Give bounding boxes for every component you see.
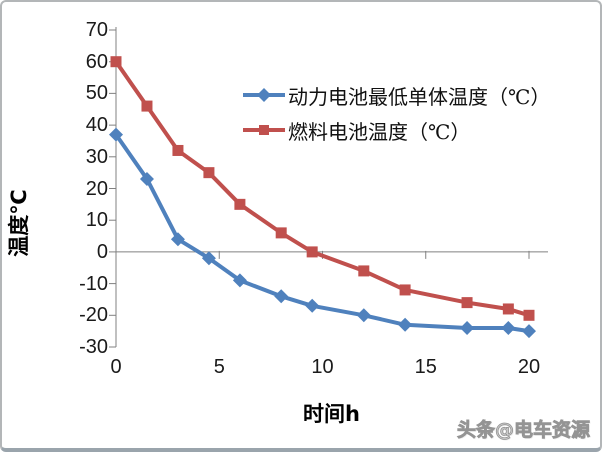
y-tick-label: 60 — [85, 50, 108, 73]
data-point-diamond — [201, 251, 216, 266]
data-point-diamond — [139, 171, 154, 186]
data-point-diamond — [398, 317, 413, 332]
y-tick-label: 30 — [85, 145, 108, 168]
data-point-diamond — [305, 298, 320, 313]
y-tick-label: 20 — [85, 177, 108, 200]
legend-label: 动力电池最低单体温度（℃） — [288, 84, 551, 109]
data-point-diamond — [274, 289, 289, 304]
data-point-square — [358, 265, 370, 277]
data-point-diamond — [109, 127, 123, 142]
data-point-diamond — [232, 273, 247, 288]
legend: 动力电池最低单体温度（℃） 燃料电池温度（℃） — [242, 80, 550, 145]
data-point-square — [306, 246, 318, 258]
data-point-square — [523, 309, 535, 321]
data-point-square — [461, 297, 473, 309]
x-tick-label: 20 — [517, 356, 541, 378]
y-tick-label: 0 — [96, 240, 108, 263]
data-point-square — [203, 167, 215, 179]
watermark-toutiao-dianche-ziyuan: 头条@电车资源 — [456, 419, 591, 442]
legend-line-diamond-icon — [243, 88, 285, 102]
data-point-square — [234, 198, 246, 210]
data-point-square — [275, 227, 287, 239]
y-axis-title: 温度℃ — [7, 189, 31, 257]
y-tick-label: 70 — [85, 19, 108, 41]
legend-line-square-icon — [243, 125, 285, 135]
data-point-diamond — [522, 324, 536, 339]
y-tick-label: 50 — [85, 82, 108, 105]
data-point-diamond — [460, 320, 475, 335]
data-point-square — [172, 144, 184, 156]
y-tick-label: -30 — [79, 336, 108, 358]
y-tick-label: 40 — [85, 114, 108, 137]
data-point-square — [502, 303, 514, 315]
legend-diamond-marker — [257, 88, 271, 102]
data-point-diamond — [170, 232, 185, 247]
y-tick-label: -10 — [79, 272, 108, 295]
y-tick-label: -20 — [79, 304, 108, 327]
legend-label: 燃料电池温度（℃） — [288, 119, 471, 144]
data-point-square — [399, 284, 411, 296]
legend-item-fuel-cell-temp: 燃料电池温度（℃） — [242, 115, 550, 145]
data-point-diamond — [356, 308, 371, 323]
x-tick-label: 15 — [414, 356, 437, 378]
series-line — [114, 59, 531, 318]
legend-square-marker — [259, 125, 269, 135]
legend-item-power-battery-min-cell-temp: 动力电池最低单体温度（℃） — [242, 80, 550, 110]
x-tick-label: 0 — [110, 356, 122, 378]
y-tick-label: 10 — [85, 209, 108, 232]
data-point-square — [110, 56, 122, 68]
data-point-square — [141, 100, 153, 112]
x-tick-label: 5 — [213, 356, 225, 378]
x-axis-title: 时间h — [303, 402, 360, 426]
x-tick-label: 10 — [311, 356, 334, 378]
data-point-diamond — [501, 320, 516, 335]
